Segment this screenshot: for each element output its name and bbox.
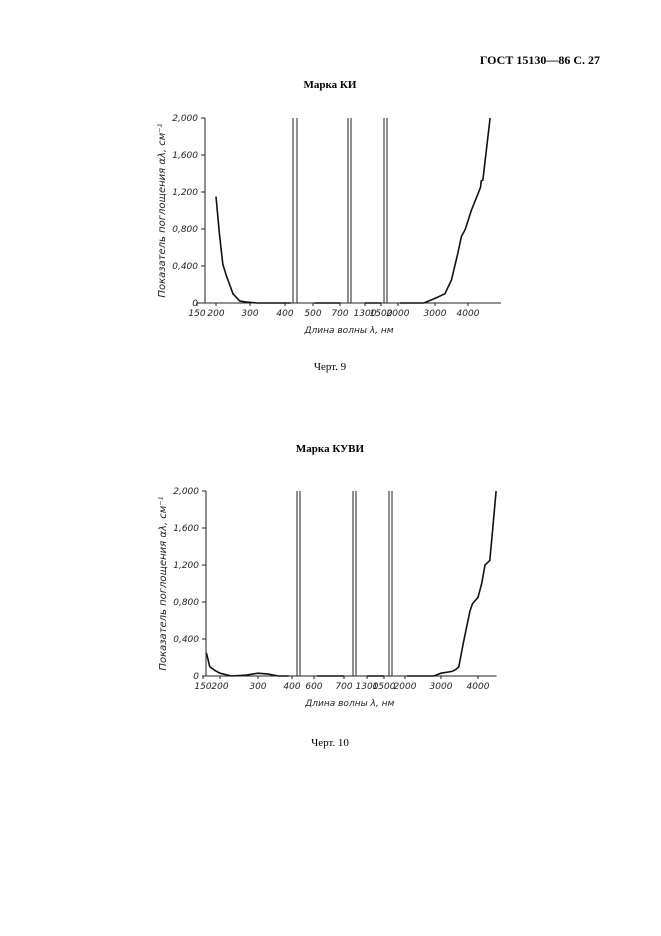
y-tick-label: 2,000 xyxy=(173,487,199,497)
x-tick-label: 200 xyxy=(207,309,224,319)
x-tick-label: 700 xyxy=(331,309,348,319)
caption: Черт. 10 xyxy=(311,737,349,749)
y-tick-label: 0 xyxy=(193,672,199,682)
x-tick-label: 300 xyxy=(249,682,266,692)
y-tick-label: 0,400 xyxy=(172,262,198,272)
y-axis-label: Показатель поглощения αλ, см⁻¹ xyxy=(158,496,169,670)
y-tick-label: 0,800 xyxy=(172,225,198,235)
x-tick-label: 700 xyxy=(335,682,352,692)
x-tick-label: 2000 xyxy=(394,682,417,692)
y-tick-label: 1,200 xyxy=(173,561,199,571)
y-tick-label: 2,000 xyxy=(172,114,198,124)
x-tick-label: 200 xyxy=(211,682,228,692)
x-tick-label: 1300 xyxy=(356,682,379,692)
x-tick-label: 600 xyxy=(305,682,322,692)
x-tick-label: 500 xyxy=(304,309,321,319)
x-tick-label: 400 xyxy=(283,682,300,692)
data-line xyxy=(215,117,491,304)
x-tick-label: 400 xyxy=(276,309,293,319)
caption: Черт. 9 xyxy=(314,361,347,373)
x-axis-label: Длина волны λ, нм xyxy=(304,699,394,709)
y-tick-label: 0,400 xyxy=(173,635,199,645)
x-tick-label: 3000 xyxy=(424,309,447,319)
x-tick-label: 1500 xyxy=(373,682,396,692)
y-axis-label: Показатель поглощения αλ, см⁻¹ xyxy=(157,123,168,297)
y-tick-label: 1,600 xyxy=(172,151,198,161)
x-tick-label: 2000 xyxy=(387,309,410,319)
y-tick-label: 1,600 xyxy=(173,524,199,534)
x-tick-label: 3000 xyxy=(430,682,453,692)
x-tick-label: 150 xyxy=(194,682,211,692)
chart-title: Марка КУВИ xyxy=(296,443,365,455)
x-tick-label: 4000 xyxy=(457,309,480,319)
x-tick-label: 4000 xyxy=(467,682,490,692)
chart-title: Марка КИ xyxy=(304,79,357,91)
x-tick-label: 150 xyxy=(188,309,205,319)
x-tick-label: 300 xyxy=(241,309,258,319)
y-tick-label: 0,800 xyxy=(173,598,199,608)
x-axis-label: Длина волны λ, нм xyxy=(303,326,393,336)
y-tick-label: 1,200 xyxy=(172,188,198,198)
y-tick-label: 0 xyxy=(192,299,198,309)
x-tick-label: 1300 xyxy=(354,309,377,319)
x-tick-label: 1500 xyxy=(370,309,393,319)
page-header: ГОСТ 15130—86 С. 27 xyxy=(480,53,600,67)
data-line xyxy=(205,490,497,677)
